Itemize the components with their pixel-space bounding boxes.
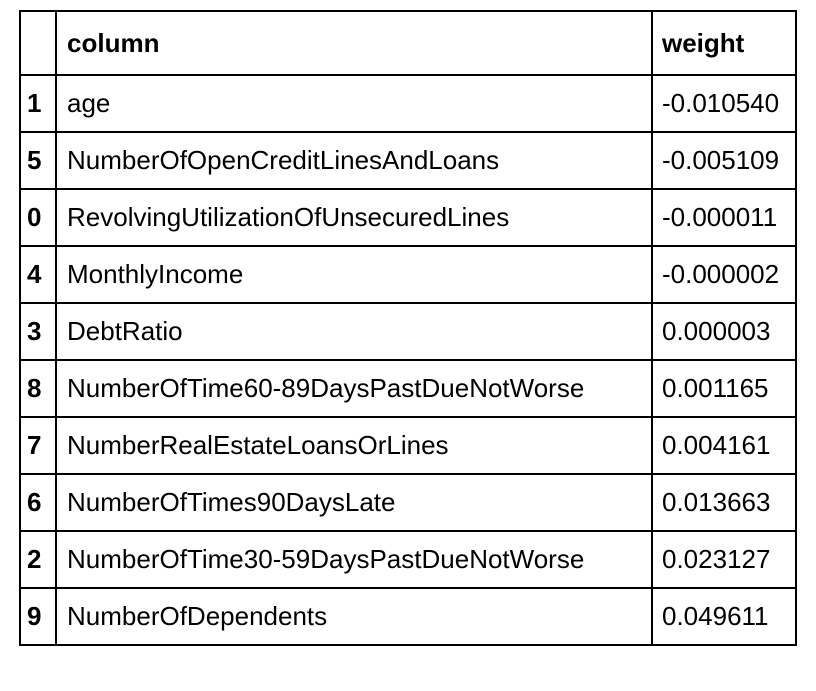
row-column: MonthlyIncome [55, 245, 653, 304]
row-weight: -0.005109 [651, 131, 797, 190]
weight-header: weight [651, 10, 797, 76]
row-weight: 0.000003 [651, 302, 797, 361]
row-index: 9 [19, 587, 57, 646]
table-row: 8 NumberOfTime60-89DaysPastDueNotWorse 0… [19, 359, 797, 418]
row-index: 3 [19, 302, 57, 361]
row-column: NumberOfDependents [55, 587, 653, 646]
row-index: 5 [19, 131, 57, 190]
row-column: NumberOfTimes90DaysLate [55, 473, 653, 532]
row-index: 0 [19, 188, 57, 247]
weights-table: column weight 1 age -0.010540 5 NumberOf… [19, 10, 797, 646]
table-row: 7 NumberRealEstateLoansOrLines 0.004161 [19, 416, 797, 475]
row-weight: -0.000011 [651, 188, 797, 247]
row-column: NumberOfOpenCreditLinesAndLoans [55, 131, 653, 190]
row-index: 6 [19, 473, 57, 532]
column-header: column [55, 10, 653, 76]
row-column: RevolvingUtilizationOfUnsecuredLines [55, 188, 653, 247]
row-weight: 0.013663 [651, 473, 797, 532]
row-weight: 0.004161 [651, 416, 797, 475]
row-weight: -0.000002 [651, 245, 797, 304]
row-index: 2 [19, 530, 57, 589]
row-column: NumberOfTime60-89DaysPastDueNotWorse [55, 359, 653, 418]
row-column: NumberRealEstateLoansOrLines [55, 416, 653, 475]
table-row: 0 RevolvingUtilizationOfUnsecuredLines -… [19, 188, 797, 247]
table-row: 5 NumberOfOpenCreditLinesAndLoans -0.005… [19, 131, 797, 190]
table-row: 2 NumberOfTime30-59DaysPastDueNotWorse 0… [19, 530, 797, 589]
index-header [19, 10, 57, 76]
header-row: column weight [19, 10, 797, 76]
row-column: age [55, 74, 653, 133]
row-weight: -0.010540 [651, 74, 797, 133]
row-weight: 0.023127 [651, 530, 797, 589]
weights-table-container: column weight 1 age -0.010540 5 NumberOf… [19, 10, 797, 646]
row-column: NumberOfTime30-59DaysPastDueNotWorse [55, 530, 653, 589]
table-row: 9 NumberOfDependents 0.049611 [19, 587, 797, 646]
table-row: 6 NumberOfTimes90DaysLate 0.013663 [19, 473, 797, 532]
table-row: 4 MonthlyIncome -0.000002 [19, 245, 797, 304]
row-weight: 0.001165 [651, 359, 797, 418]
row-index: 8 [19, 359, 57, 418]
row-column: DebtRatio [55, 302, 653, 361]
row-index: 4 [19, 245, 57, 304]
table-row: 3 DebtRatio 0.000003 [19, 302, 797, 361]
table-row: 1 age -0.010540 [19, 74, 797, 133]
row-weight: 0.049611 [651, 587, 797, 646]
row-index: 7 [19, 416, 57, 475]
row-index: 1 [19, 74, 57, 133]
